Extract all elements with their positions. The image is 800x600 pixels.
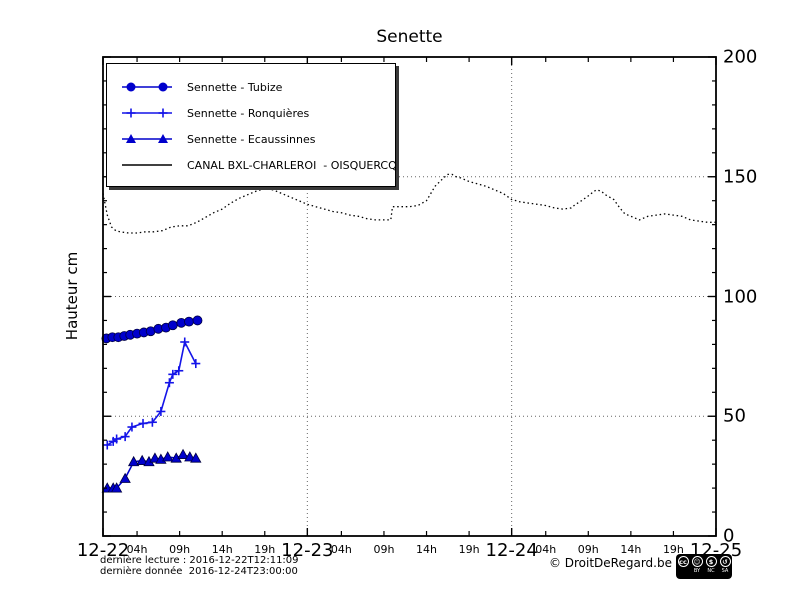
legend-marker-line-icon — [122, 164, 172, 166]
data-point-triangle — [136, 454, 148, 465]
cc-badge-label: NC — [707, 568, 715, 574]
chart-title: Senette — [376, 27, 443, 47]
data-point-triangle — [127, 455, 140, 467]
data-point-triangle — [190, 452, 202, 463]
share-alike-icon: ↺ — [719, 556, 731, 567]
data-point-circle — [184, 316, 194, 327]
series-sennette-ronqui-res — [106, 339, 197, 446]
attribution-icon: ☺ BY — [691, 556, 704, 574]
cc-badge-label: SA — [721, 568, 729, 574]
legend-item: Sennette - Ecaussinnes — [119, 126, 385, 152]
legend-item: Sennette - Tubize — [119, 74, 385, 100]
legend-marker-circle-icon — [122, 82, 172, 92]
cc-badge-label: BY — [693, 568, 701, 574]
data-point-circle — [167, 320, 178, 331]
attribution-icon: ☺ — [691, 556, 703, 567]
share-alike-icon: ↺ SA — [719, 556, 732, 574]
non-commercial-icon: $ NC — [705, 556, 718, 574]
legend-marker-triangle-icon — [122, 134, 172, 143]
data-point-triangle — [110, 482, 123, 493]
series-canal-bxl-charleroi-oisquercq — [102, 173, 716, 234]
cc-license-badge: cc ☺ BY $ NC ↺ SA — [676, 554, 732, 579]
legend-marker-plus-icon — [122, 108, 172, 118]
footer-notes: dernière lecture : 2016-12-22T12:11:09 d… — [100, 555, 299, 577]
legend-label: Sennette - Ecaussinnes — [187, 132, 316, 146]
non-commercial-icon: $ — [705, 556, 717, 567]
legend-item: CANAL BXL-CHARLEROI - OISQUERCQ — [119, 152, 397, 178]
legend-label: Sennette - Tubize — [187, 80, 283, 94]
cc-logo-icon: cc — [677, 556, 690, 568]
data-point-circle — [192, 315, 203, 326]
data-point-triangle — [119, 472, 131, 483]
legend: Sennette - Tubize Sennette - Ronquières Se… — [106, 63, 397, 187]
data-point-triangle — [162, 451, 174, 462]
legend-item: Sennette - Ronquières — [119, 100, 385, 126]
data-point-triangle — [177, 448, 189, 459]
legend-label: Sennette - Ronquières — [187, 106, 310, 120]
legend-label: CANAL BXL-CHARLEROI - OISQUERCQ — [187, 158, 397, 172]
last-reading-note: dernière lecture : 2016-12-22T12:11:09 — [100, 555, 299, 566]
cc-logo-icon: cc — [677, 556, 689, 567]
last-data-note: dernière donnée 2016-12-24T23:00:00 — [100, 566, 298, 577]
copyright-text: © DroitDeRegard.be — [548, 556, 672, 570]
